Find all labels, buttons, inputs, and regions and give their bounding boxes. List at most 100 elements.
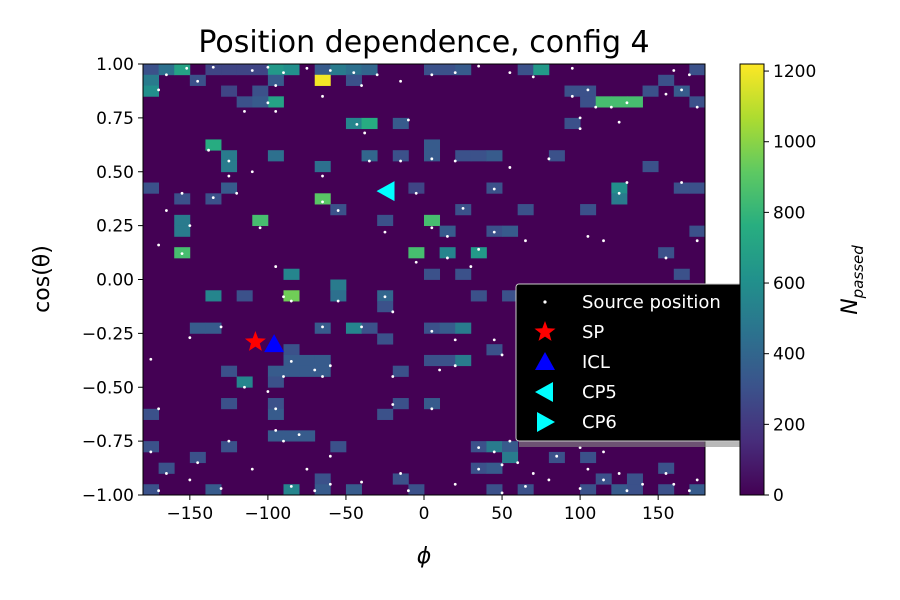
heatmap-cell (236, 376, 253, 388)
legend-label-sp: SP (582, 322, 604, 343)
source-position-point (555, 454, 559, 458)
source-position-point (165, 73, 168, 77)
heatmap-cell (299, 365, 316, 377)
heatmap-cell (236, 64, 253, 76)
heatmap-cell (330, 279, 347, 291)
source-position-point (406, 489, 410, 493)
heatmap-cell (314, 160, 331, 173)
heatmap-cell (283, 290, 300, 302)
heatmap-cell (314, 74, 331, 86)
heatmap-cell (439, 64, 456, 76)
heatmap-cell (143, 408, 160, 420)
source-position-point (602, 239, 605, 243)
heatmap-cell (502, 451, 519, 464)
y-tick-label: 0.75 (96, 109, 134, 129)
source-position-point (321, 94, 324, 98)
heatmap-cell (205, 322, 222, 334)
source-position-point (266, 390, 270, 393)
heatmap-cell (267, 376, 284, 388)
source-position-point (430, 329, 434, 333)
heatmap-cell (361, 150, 378, 162)
legend-symbol-cp6 (537, 412, 555, 432)
heatmap-cell (252, 64, 269, 76)
heatmap-cell (486, 344, 503, 356)
source-position-point (266, 101, 270, 105)
x-tick-label: 50 (491, 504, 513, 524)
y-tick-label: 1.00 (96, 55, 134, 75)
source-position-point (274, 84, 278, 87)
source-position-point (446, 235, 449, 238)
source-position-point (492, 450, 496, 454)
heatmap-cell (564, 117, 581, 130)
heatmap-cell (158, 64, 175, 76)
source-position-point (547, 157, 551, 161)
source-position-point (625, 181, 629, 184)
source-position-point (586, 88, 590, 92)
heatmap-cell (689, 484, 705, 495)
heatmap-cell (205, 290, 222, 302)
heatmap-cell (345, 484, 362, 495)
source-position-point (602, 478, 605, 482)
y-tick-label: −1.00 (82, 486, 134, 506)
source-position-point (243, 110, 246, 113)
source-position-point (492, 230, 496, 234)
colorbar-tick-label: 200 (773, 415, 805, 435)
source-position-point (547, 478, 551, 482)
source-position-point (336, 209, 340, 212)
source-position-point (477, 467, 481, 471)
y-tick-label: 0.25 (96, 217, 134, 237)
source-position-point (430, 407, 434, 411)
source-position-point (500, 491, 504, 495)
source-position-point (391, 375, 395, 378)
x-tick-label: 150 (642, 504, 674, 524)
heatmap-cell (626, 484, 643, 495)
source-position-point (328, 482, 332, 486)
heatmap-cell (345, 74, 362, 86)
marker-icl (264, 334, 285, 353)
source-position-point (586, 467, 590, 471)
source-position-point (430, 157, 434, 161)
source-position-point (250, 170, 254, 174)
heatmap-cell (361, 64, 378, 76)
heatmap-cell (174, 214, 191, 227)
source-position-point (274, 265, 278, 268)
heatmap-cell (642, 85, 659, 97)
heatmap-cell (205, 484, 222, 495)
source-position-point (196, 79, 200, 83)
source-position-point (641, 482, 644, 486)
source-position-point (695, 105, 699, 109)
source-position-point (157, 243, 161, 247)
heatmap-cell (267, 150, 284, 162)
heatmap-cell (595, 96, 612, 108)
source-position-point (414, 260, 418, 264)
source-position-point (321, 174, 324, 178)
source-position-point (219, 487, 223, 490)
heatmap-cell (252, 85, 269, 97)
heatmap-cell (314, 64, 331, 76)
source-position-point (289, 484, 293, 488)
marker-sp (244, 331, 266, 351)
heatmap-cell (361, 322, 378, 334)
heatmap-cell (314, 473, 331, 485)
legend-symbol-sp (534, 321, 556, 341)
source-position-point (363, 131, 367, 135)
heatmap-cell (408, 484, 425, 495)
heatmap-cell (283, 344, 300, 356)
legend-symbol-icl (535, 352, 555, 370)
source-position-point (188, 478, 192, 482)
source-position-point (570, 94, 574, 98)
source-position-point (617, 120, 621, 124)
source-position-point (687, 489, 691, 493)
source-position-point (274, 110, 278, 113)
heatmap-cell (221, 398, 238, 410)
source-position-point (594, 105, 598, 109)
heatmap-cell (455, 322, 472, 334)
source-position-point (328, 454, 332, 458)
heatmap-cell (517, 484, 534, 495)
source-position-point (375, 73, 379, 77)
source-position-point (313, 368, 317, 372)
source-position-point (680, 88, 683, 92)
heatmap-cell (439, 225, 456, 237)
heatmap-cell (658, 484, 675, 495)
heatmap-cell (330, 64, 347, 76)
